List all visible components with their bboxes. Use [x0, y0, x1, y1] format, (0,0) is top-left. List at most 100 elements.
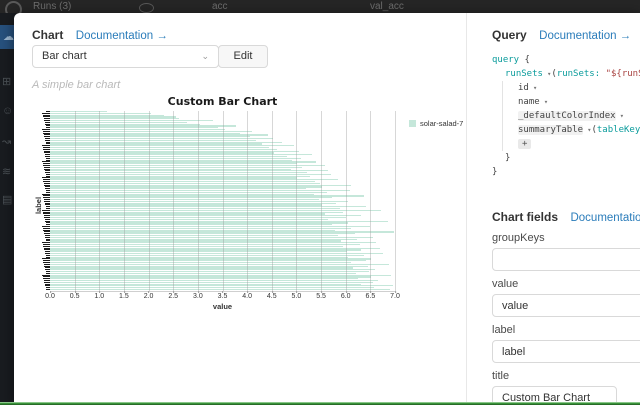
- x-tick-label: 4.5: [266, 291, 277, 300]
- x-tick-label: 4.0: [242, 291, 253, 300]
- gridline: [321, 111, 323, 291]
- bar-row: [50, 130, 395, 132]
- query-code-editor[interactable]: query {runSets ▾(runSets: "${runSets}" +…: [492, 53, 640, 179]
- bar-row: [50, 164, 395, 167]
- field-input-value[interactable]: [492, 294, 640, 317]
- x-axis-label: value: [212, 302, 233, 311]
- bar-row: [50, 111, 395, 113]
- bottom-accent-bar: [0, 402, 640, 405]
- bar-row: [50, 190, 395, 192]
- code-line: +: [492, 137, 640, 151]
- bar-row: [50, 206, 395, 208]
- gridline: [173, 111, 175, 291]
- bar-row: [50, 276, 395, 278]
- bar-row: [50, 287, 395, 289]
- gridline: [345, 111, 347, 291]
- bar-row: [50, 251, 395, 253]
- bar-row: [50, 238, 395, 240]
- plot-area: [50, 111, 396, 292]
- bar-row: [50, 148, 395, 150]
- bar-row: [50, 119, 395, 122]
- field-input-groupKeys[interactable]: [492, 248, 640, 271]
- bar-row: [50, 258, 395, 260]
- bar-row: [50, 222, 395, 224]
- bar-row: [50, 172, 395, 174]
- x-axis-ticks: 0.0 0.5 1.0 1.5 2.0 2.5 3.0 3.5 4.0 4.5 5.0 5.5 6.0 6…: [45, 291, 400, 301]
- bar-row: [50, 213, 395, 215]
- edit-button[interactable]: Edit: [218, 45, 268, 68]
- chart-fields-title: Chart fields: [492, 210, 559, 224]
- panel-divider: [466, 13, 467, 405]
- bar-row: [50, 204, 395, 206]
- bar-row: [50, 128, 395, 131]
- bar-row: [50, 231, 395, 233]
- chart-type-dropdown[interactable]: Bar chart ⌄: [32, 45, 219, 68]
- bar-row: [50, 281, 395, 283]
- indent-guide: [502, 81, 503, 151]
- bar-row: [50, 181, 395, 183]
- add-field-button[interactable]: +: [518, 139, 532, 149]
- bar-row: [50, 159, 395, 161]
- bar-row: [50, 177, 395, 179]
- bar-row: [50, 236, 395, 238]
- query-documentation-link[interactable]: Documentation →: [539, 30, 632, 42]
- bar-row: [50, 199, 395, 201]
- bar-row: [50, 270, 395, 273]
- gridline: [123, 111, 125, 291]
- bar-row: [50, 240, 395, 242]
- bar-row: [50, 155, 395, 158]
- x-tick-label: 1.0: [94, 291, 105, 300]
- bar-row: [50, 229, 395, 231]
- y-axis-label: label: [34, 196, 44, 215]
- field-caret-icon[interactable]: ▾: [528, 84, 538, 92]
- bar-row: [50, 134, 395, 136]
- bar-row: [50, 118, 395, 120]
- code-line: query {: [492, 55, 530, 65]
- gridline: [148, 111, 150, 291]
- field-input-label[interactable]: [492, 340, 640, 363]
- field-input-title[interactable]: [492, 386, 617, 405]
- code-line: }: [492, 167, 498, 177]
- bar-row: [50, 154, 395, 156]
- bar-row: [50, 288, 395, 291]
- bar-row: [50, 252, 395, 255]
- code-line: id ▾: [518, 83, 538, 93]
- bar-row: [50, 218, 395, 220]
- bar-row: [50, 116, 395, 118]
- code-line: summaryTable ▾(tableKey: "my_ba: [518, 125, 640, 135]
- bar-row: [50, 127, 395, 129]
- chevron-down-icon: ⌄: [201, 51, 209, 61]
- bar-row: [50, 184, 395, 186]
- column-header-val-acc: val_acc: [370, 1, 404, 12]
- chart-documentation-link[interactable]: Documentation →: [75, 30, 168, 42]
- bar-row: [50, 215, 395, 217]
- bar-row: [50, 157, 395, 159]
- smile-icon: ☺: [2, 105, 14, 117]
- bar-row: [50, 260, 395, 262]
- field-caret-icon[interactable]: ▾: [615, 112, 624, 120]
- bar-row: [50, 243, 395, 246]
- bar-row: [50, 217, 395, 219]
- query-panel-title: Query: [492, 28, 527, 42]
- chart-fields-documentation-link[interactable]: Documentation →: [570, 212, 640, 224]
- field-caret-icon[interactable]: ▾: [539, 98, 549, 106]
- chart-panel-title: Chart: [32, 28, 64, 42]
- bar-row: [50, 163, 395, 165]
- bar-row: [50, 220, 395, 222]
- bar-row: [50, 168, 395, 170]
- field-label-groupKeys: groupKeys: [492, 232, 545, 244]
- field-caret-icon[interactable]: ▾: [583, 126, 592, 134]
- bar-row: [50, 141, 395, 143]
- bar-row: [50, 233, 395, 235]
- bar-row: [50, 267, 395, 269]
- eye-icon: [139, 3, 154, 13]
- gridline: [74, 111, 76, 291]
- bar-row: [50, 272, 395, 274]
- chart-title: Custom Bar Chart: [167, 95, 278, 108]
- sliders-icon: ≋: [2, 166, 12, 178]
- field-caret-icon[interactable]: ▾: [542, 70, 552, 78]
- bar-row: [50, 173, 395, 176]
- bar-row: [50, 166, 395, 168]
- field-label-label: label: [492, 324, 516, 336]
- x-tick-label: 6.0: [340, 291, 351, 300]
